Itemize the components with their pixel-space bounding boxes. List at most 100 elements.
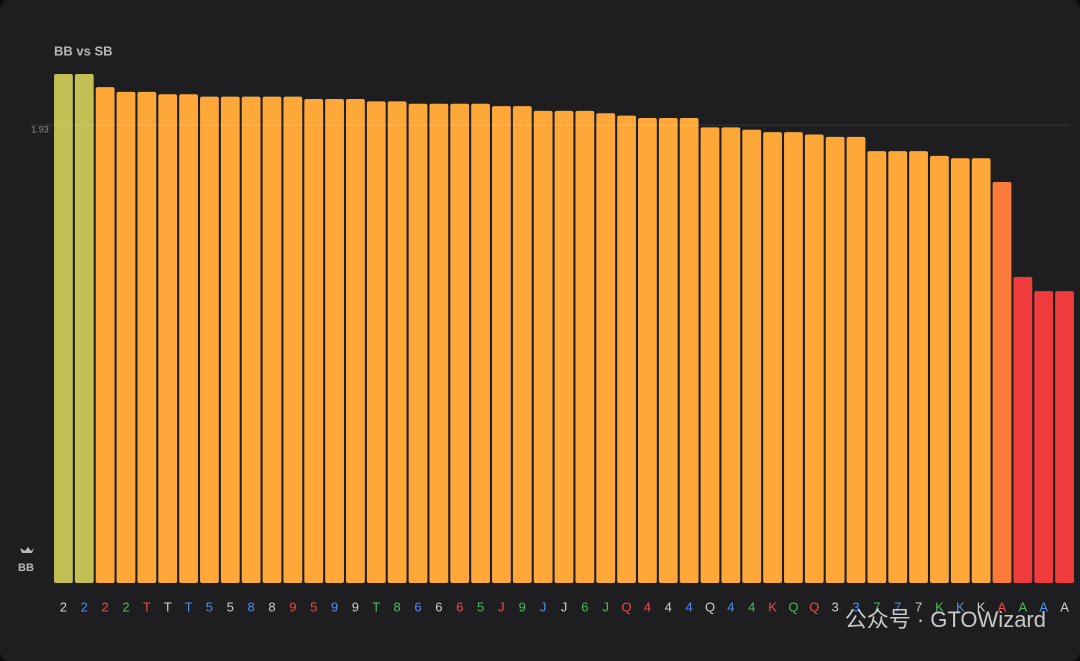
x-tick-label: 4: [727, 599, 734, 614]
bar: [220, 96, 240, 583]
x-tick-label: 9: [352, 599, 359, 614]
bar: [137, 91, 157, 583]
bar: [742, 129, 762, 584]
bar: [658, 117, 678, 583]
bar: [74, 74, 94, 584]
bar: [116, 91, 136, 583]
x-tick-label: 5: [227, 599, 234, 614]
bar: [992, 182, 1012, 583]
bar: [471, 103, 490, 583]
x-tick-label: 7: [873, 599, 880, 614]
bar: [596, 113, 616, 583]
bar: [909, 151, 928, 583]
bar: [575, 110, 595, 583]
x-tick-label: A: [1060, 599, 1069, 614]
bar: [429, 103, 449, 583]
x-tick-label: T: [164, 599, 172, 614]
bar: [721, 127, 741, 583]
bar: [763, 132, 782, 583]
x-tick-label: 9: [519, 599, 526, 614]
bar: [241, 96, 261, 583]
x-tick-label: J: [498, 599, 505, 614]
bar: [325, 98, 344, 584]
x-tick-label: A: [1039, 599, 1048, 614]
x-tick-label: A: [1019, 599, 1028, 614]
bar: [825, 136, 845, 583]
bar: [283, 96, 303, 583]
x-tick-label: 2: [122, 599, 129, 614]
bar: [533, 110, 553, 583]
bar: [617, 115, 636, 583]
x-tick-label: J: [602, 599, 609, 614]
bar: [262, 96, 282, 583]
x-tick-label: 5: [310, 599, 317, 614]
x-tick-label: 2: [60, 599, 67, 614]
bar: [846, 136, 866, 583]
x-tick-label: T: [143, 599, 151, 614]
bar: [1055, 291, 1074, 583]
x-tick-label: 9: [289, 599, 296, 614]
x-tick-label: K: [768, 599, 777, 614]
x-tick-label: 6: [414, 599, 421, 614]
x-tick-label: T: [185, 599, 193, 614]
bar: [387, 101, 407, 583]
x-tick-label: 2: [81, 599, 88, 614]
x-tick-label: 4: [644, 599, 651, 614]
watermark: 公众号 · GTOWizard: [845, 607, 1046, 632]
x-tick-label: 3: [832, 599, 839, 614]
x-tick-label: T: [372, 599, 380, 614]
x-tick-label: 8: [248, 599, 255, 614]
bar: [700, 127, 720, 583]
x-tick-label: 4: [748, 599, 755, 614]
x-tick-label: K: [935, 599, 944, 614]
bar: [512, 106, 532, 583]
bar: [804, 134, 824, 583]
bar: [492, 106, 511, 583]
bar: [179, 94, 198, 583]
crown-icon: [20, 547, 34, 553]
x-tick-label: 7: [894, 599, 901, 614]
bar: [54, 74, 73, 584]
bar: [950, 158, 970, 584]
bar: [784, 132, 803, 583]
y-axis-label: BB: [18, 562, 34, 574]
x-tick-label: 5: [477, 599, 484, 614]
x-tick-label: 9: [331, 599, 338, 614]
bar: [95, 87, 115, 583]
x-tick-label: 8: [268, 599, 275, 614]
x-tick-label: A: [998, 599, 1007, 614]
bar: [638, 117, 657, 583]
x-tick-label: 7: [915, 599, 922, 614]
x-tick-label: Q: [788, 599, 798, 614]
bar: [1034, 291, 1054, 583]
x-tick-label: 2: [102, 599, 109, 614]
bar: [158, 94, 178, 583]
x-tick-label: 6: [435, 599, 442, 614]
bar: [867, 151, 887, 583]
x-tick-label: K: [977, 599, 986, 614]
bar: [366, 101, 386, 583]
bar: [554, 110, 574, 583]
bar: [888, 151, 908, 583]
x-tick-label: K: [956, 599, 965, 614]
x-tick-label: 3: [852, 599, 859, 614]
chart-title: BB vs SB: [54, 43, 113, 58]
bar: [930, 155, 949, 583]
bar: [450, 103, 470, 583]
bar: [1013, 276, 1033, 583]
bar: [679, 117, 699, 583]
y-tick-label: 1.93: [31, 124, 49, 134]
x-tick-label: 8: [394, 599, 401, 614]
bar: [304, 98, 324, 584]
x-tick-label: Q: [809, 599, 819, 614]
bar: [346, 98, 365, 584]
x-tick-label: 4: [665, 599, 672, 614]
x-tick-label: 6: [581, 599, 588, 614]
bar: [200, 96, 219, 583]
x-tick-label: 4: [686, 599, 693, 614]
x-tick-label: J: [561, 599, 568, 614]
x-tick-label: 5: [206, 599, 213, 614]
x-tick-label: Q: [705, 599, 715, 614]
bar: [971, 158, 991, 584]
